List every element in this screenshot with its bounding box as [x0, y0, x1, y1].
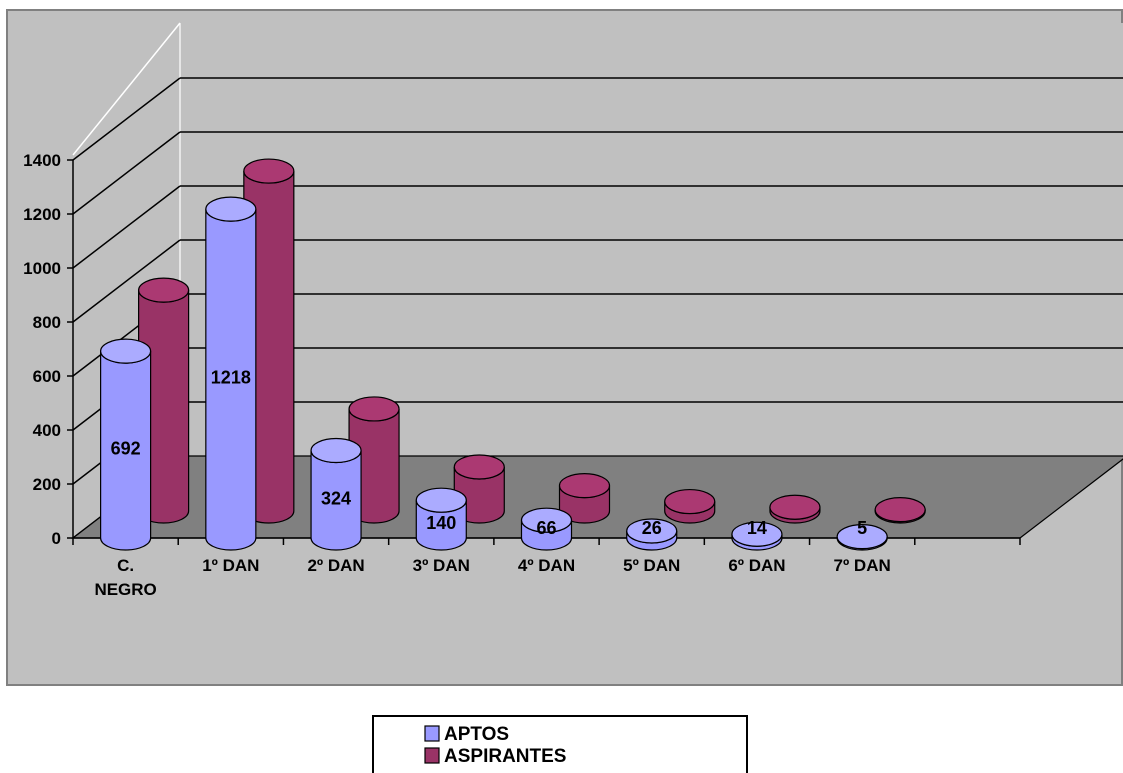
legend-swatch — [424, 725, 440, 742]
data-label: 324 — [321, 488, 351, 508]
bar-aspirantes-top — [348, 396, 400, 422]
category-label-line: 2º DAN — [307, 556, 364, 575]
bar-aspirantes-top — [664, 488, 716, 515]
data-label: 66 — [536, 518, 556, 538]
data-label: 5 — [857, 518, 867, 538]
data-label: 14 — [747, 518, 767, 538]
plot-area: 0 200 400 600 800 1000 1200 1400 C. NEGRO 1º DAN 2º… — [23, 22, 1123, 773]
bar-aspirantes-top — [558, 473, 611, 499]
gridline-side — [72, 239, 181, 323]
category-label-line: 7º DAN — [834, 556, 891, 575]
category-label: 7º DAN — [834, 556, 891, 575]
bar-aptos-top — [731, 521, 783, 547]
category-label-line: 6º DAN — [728, 556, 785, 575]
y-tick-label: 1200 — [23, 205, 61, 224]
category-label: 4º DAN — [518, 556, 575, 575]
category-label: 5º DAN — [623, 556, 680, 575]
bar-aspirantes-top — [243, 158, 295, 184]
category-label-line: 3º DAN — [413, 556, 470, 575]
category-label-line: C. — [117, 556, 134, 575]
side-wall-edge-top — [72, 22, 181, 156]
y-tick-label: 800 — [33, 313, 61, 332]
bar-aptos-top — [626, 518, 678, 544]
gridline-side — [72, 185, 181, 269]
category-label-line: 4º DAN — [518, 556, 575, 575]
bar-aptos-top — [100, 338, 152, 364]
bar-aptos-top — [310, 437, 362, 464]
gridline-side — [72, 131, 181, 215]
y-tick-label: 600 — [33, 367, 61, 386]
category-label: 2º DAN — [307, 556, 364, 575]
y-tick-label: 400 — [33, 421, 61, 440]
category-label: 3º DAN — [413, 556, 470, 575]
bar-aptos-top — [205, 196, 257, 222]
category-label-line: 1º DAN — [202, 556, 259, 575]
category-label: 6º DAN — [728, 556, 785, 575]
bar-aptos-top — [836, 524, 888, 550]
bar-aspirantes-top — [769, 494, 821, 520]
bar-aptos-top — [520, 507, 573, 533]
category-label-line: NEGRO — [94, 580, 156, 599]
legend-swatch — [424, 747, 440, 764]
legend-label: ASPIRANTES — [444, 746, 566, 767]
bar-aspirantes-top — [453, 454, 505, 480]
y-tick-label: 1400 — [23, 151, 61, 170]
category-label: C. NEGRO — [94, 556, 156, 599]
data-label: 692 — [111, 439, 141, 459]
y-tick-label: 1000 — [23, 259, 61, 278]
data-label: 26 — [642, 518, 662, 538]
y-tick-label: 200 — [33, 475, 61, 494]
bar-aptos-top — [415, 487, 467, 513]
category-label-line: 5º DAN — [623, 556, 680, 575]
data-label: 1218 — [211, 368, 251, 388]
y-tick-label: 0 — [52, 529, 61, 548]
category-label: 1º DAN — [202, 556, 259, 575]
legend-label: APTOS — [444, 724, 509, 745]
gridline-side — [72, 77, 181, 161]
bar-aspirantes-top — [874, 497, 926, 523]
bar-aspirantes-top — [138, 277, 190, 303]
data-label: 140 — [426, 513, 456, 533]
